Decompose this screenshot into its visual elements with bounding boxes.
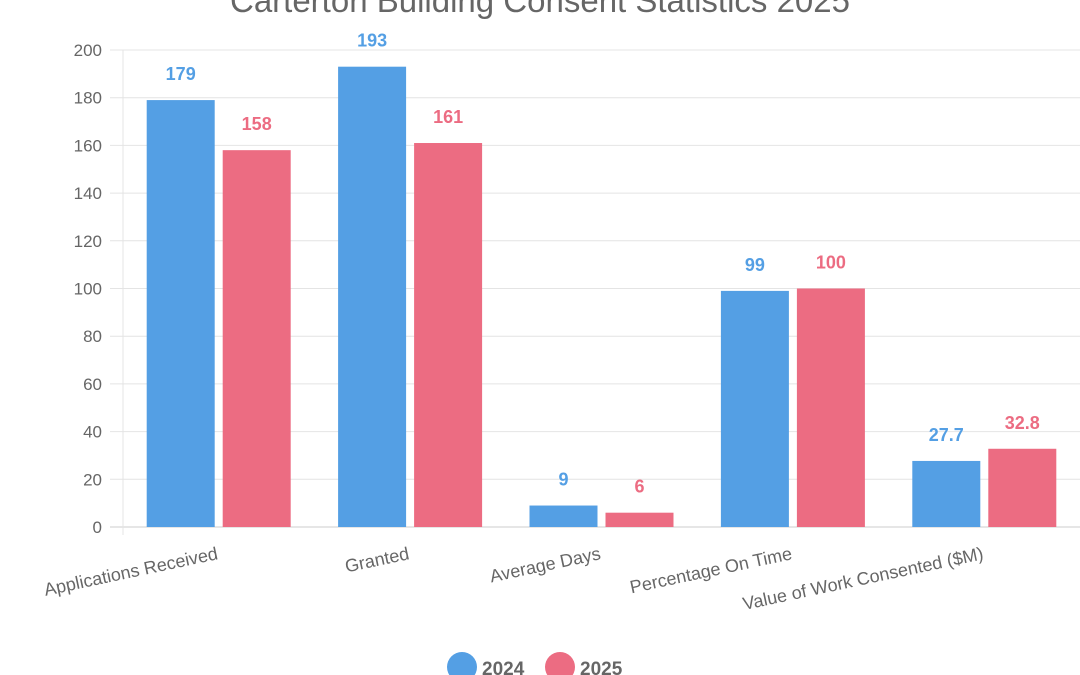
bar-2025 <box>605 512 674 527</box>
data-label-2025: 6 <box>634 477 644 497</box>
legend-marker-2025 <box>545 652 575 675</box>
y-tick-label: 180 <box>74 89 102 108</box>
bar-2025 <box>796 288 865 527</box>
chart-title: Carterton Building Consent Statistics 20… <box>230 0 850 19</box>
data-label-2025: 100 <box>816 253 846 273</box>
y-tick-label: 40 <box>83 423 102 442</box>
legend-label: 2024 <box>482 659 525 675</box>
bar-2025 <box>222 150 291 528</box>
y-tick-label: 0 <box>93 518 102 537</box>
y-tick-label: 20 <box>83 470 102 489</box>
x-axis: Applications Received Granted Average Days… <box>42 543 985 614</box>
x-tick-label: Applications Received <box>42 543 219 599</box>
data-label-2024: 27.7 <box>929 425 964 445</box>
data-label-2024: 9 <box>558 470 568 490</box>
data-label-2024: 99 <box>745 255 765 275</box>
legend: 2024 2025 <box>447 652 623 675</box>
x-tick-label: Granted <box>343 543 411 576</box>
data-label-2025: 32.8 <box>1005 413 1040 433</box>
bar-2024 <box>529 505 598 527</box>
bar-2024 <box>338 66 407 527</box>
bars: 179 158 193 161 9 6 99 100 27.7 32.8 <box>146 31 1057 528</box>
x-tick-label: Average Days <box>488 543 602 586</box>
data-label-2024: 193 <box>357 31 387 51</box>
data-label-2024: 179 <box>166 64 196 84</box>
bar-2024 <box>912 460 981 527</box>
y-tick-label: 60 <box>83 375 102 394</box>
bar-2025 <box>988 448 1057 527</box>
bar-2024 <box>720 290 789 527</box>
bar-2024 <box>146 100 215 528</box>
y-tick-label: 160 <box>74 136 102 155</box>
legend-label: 2025 <box>580 659 623 675</box>
y-tick-label: 120 <box>74 232 102 251</box>
y-tick-label: 200 <box>74 41 102 60</box>
data-label-2025: 161 <box>433 107 463 127</box>
y-tick-label: 140 <box>74 184 102 203</box>
y-tick-label: 80 <box>83 327 102 346</box>
bar-2025 <box>414 143 483 527</box>
y-axis: 0 20 40 60 80 100 120 140 160 180 200 <box>74 41 102 537</box>
legend-marker-2024 <box>447 652 477 675</box>
data-label-2025: 158 <box>242 114 272 134</box>
y-tick-label: 100 <box>74 280 102 299</box>
